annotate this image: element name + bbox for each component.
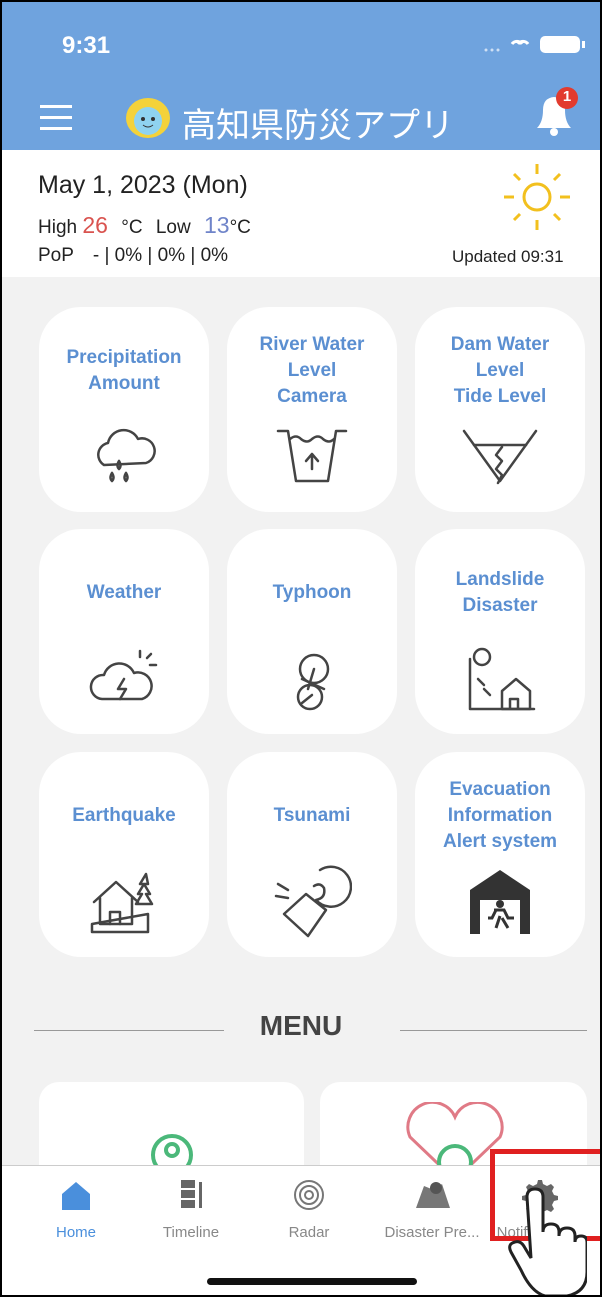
tile-label: Weather (39, 548, 209, 638)
updated-time: Updated 09:31 (452, 247, 564, 267)
tile-icon (272, 639, 352, 719)
menu-heading: MENU (260, 1010, 342, 1041)
low-unit: °C (230, 217, 251, 238)
menu-tile[interactable]: Earthquake (39, 752, 209, 957)
status-icons (482, 32, 592, 56)
tile-icon (84, 862, 164, 942)
tile-label-line: Alert system (443, 829, 557, 855)
tile-label-line: Information (448, 803, 553, 829)
tile-icon (460, 862, 540, 942)
tab-label: Disaster Pre... (372, 1224, 492, 1241)
tile-label-line: Amount (88, 371, 160, 397)
screen: {"status_bar": {"time": "9:31"}, "header… (0, 0, 602, 1297)
tile-label-line: Camera (277, 384, 347, 410)
high-unit: °C (121, 217, 142, 238)
tile-label-line: Level (476, 358, 525, 384)
status-time: 9:31 (62, 32, 110, 60)
temperature-row: High 26 °C Low 13°C (38, 212, 251, 239)
tab-label: Radar (249, 1224, 369, 1241)
tile-label: Typhoon (227, 548, 397, 638)
tile-label: Tsunami (227, 771, 397, 861)
menu-button[interactable] (40, 105, 72, 131)
tile-label-line: Tsunami (274, 803, 351, 829)
tile-icon (84, 639, 164, 719)
menu-tile[interactable]: Typhoon (227, 529, 397, 734)
tile-label-line: Disaster (463, 593, 538, 619)
tile-label-line: Landslide (456, 567, 545, 593)
tile-label-line: Dam Water (451, 332, 550, 358)
tile-label-line: Weather (87, 580, 162, 606)
sun-icon (502, 162, 572, 232)
notification-badge: 1 (556, 88, 578, 105)
tile-label: Earthquake (39, 771, 209, 861)
tab-label: Timeline (131, 1224, 251, 1241)
tile-icon (460, 639, 540, 719)
tile-label-line: Evacuation (449, 777, 550, 803)
low-label: Low (156, 217, 191, 238)
tile-label-line: Tide Level (454, 384, 547, 410)
home-indicator (207, 1278, 417, 1285)
tab-icon (58, 1178, 98, 1214)
mascot-icon (122, 94, 178, 140)
tab-item[interactable]: Home (16, 1166, 136, 1256)
high-label: High (38, 217, 77, 238)
divider (34, 1030, 224, 1031)
tab-label: Home (16, 1224, 136, 1241)
tab-item[interactable]: Radar (249, 1166, 369, 1256)
high-temp: 26 (82, 212, 108, 238)
top-bar: 9:31 高知県防災アプリ 1 (2, 2, 600, 150)
divider (400, 1030, 587, 1031)
pop-label: PoP (38, 245, 74, 266)
low-temp: 13 (204, 212, 230, 238)
menu-heading-row: MENU (2, 1010, 600, 1050)
tab-item[interactable]: Timeline (131, 1166, 251, 1256)
tile-label-line: River Water (260, 332, 365, 358)
menu-tile[interactable]: Tsunami (227, 752, 397, 957)
pop-values: - | 0% | 0% | 0% (93, 245, 228, 266)
menu-tile[interactable]: Weather (39, 529, 209, 734)
tile-icon (84, 417, 164, 497)
phone-frame: 9:31 高知県防災アプリ 1 May 1, 2023 (Mon) High 2… (0, 0, 602, 1297)
tab-icon (414, 1178, 454, 1214)
weather-panel: May 1, 2023 (Mon) High 26 °C Low 13°C Po… (2, 150, 600, 277)
tile-label-line: Earthquake (72, 803, 175, 829)
pop-row: PoP - | 0% | 0% | 0% (38, 245, 228, 267)
weather-date: May 1, 2023 (Mon) (38, 171, 248, 200)
app-title: 高知県防災アプリ (182, 98, 454, 147)
tile-icon (272, 862, 352, 942)
tile-icon (460, 417, 540, 497)
pointer-hand (507, 1187, 587, 1297)
tile-label-line: Level (288, 358, 337, 384)
tile-icon (272, 417, 352, 497)
tile-label-line: Precipitation (66, 345, 181, 371)
tile-label-line: Typhoon (273, 580, 352, 606)
tab-icon (291, 1178, 331, 1214)
tab-item[interactable]: Disaster Pre... (372, 1166, 492, 1256)
tab-icon (173, 1178, 213, 1214)
